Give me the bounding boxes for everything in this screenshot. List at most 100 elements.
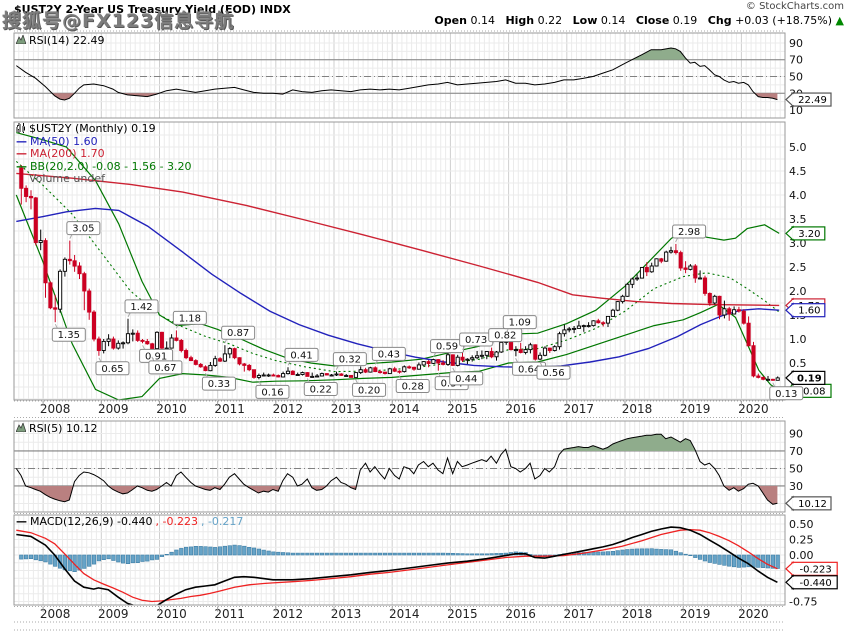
- x-axis-year-label: 2016: [505, 402, 536, 416]
- svg-text:0.5: 0.5: [789, 357, 807, 370]
- watermark: 搜狐号@FX123信息导航: [2, 10, 235, 32]
- x-axis-year-label: 2017: [564, 607, 595, 621]
- svg-text:30: 30: [789, 480, 803, 493]
- svg-text:50: 50: [789, 462, 803, 475]
- svg-text:0.25: 0.25: [789, 534, 814, 547]
- ma50-swatch-icon: —: [16, 134, 27, 148]
- x-axis-year-label: 2019: [680, 607, 711, 621]
- annotation-value: 1.42: [130, 302, 152, 313]
- svg-text:1.60: 1.60: [798, 306, 820, 317]
- main-legend: $UST2Y (Monthly) 0.19 — MA(50) 1.60 — MA…: [16, 122, 192, 186]
- svg-text:70: 70: [789, 445, 803, 458]
- annotation-value: 0.73: [465, 335, 487, 346]
- macd-label: MACD(12,26,9) -0.440: [30, 515, 153, 528]
- rsi14-plot: [14, 33, 785, 118]
- svg-text:-0.440: -0.440: [799, 578, 831, 589]
- macd-swatch-icon: —: [16, 515, 27, 529]
- svg-text:0.50: 0.50: [789, 518, 814, 531]
- x-axis-year-label: 2014: [389, 607, 420, 621]
- x-axis-year-label: 2012: [273, 607, 304, 621]
- annotation-value: 1.35: [58, 330, 80, 341]
- x-axis-year-label: 2015: [447, 607, 478, 621]
- axis-value-box: -0.223: [785, 560, 838, 577]
- ma50-label: MA(50) 1.60: [30, 134, 98, 148]
- annotation-value: 1.09: [509, 318, 531, 329]
- svg-text:0.19: 0.19: [797, 373, 822, 384]
- area-chart-icon: [16, 35, 26, 46]
- svg-text:0.00: 0.00: [789, 549, 814, 562]
- candles: [19, 165, 780, 381]
- svg-text:-0.223: -0.223: [799, 564, 831, 575]
- up-arrow-icon: ▲: [835, 14, 844, 27]
- rsi5-legend: RSI(5) 10.12: [16, 422, 97, 436]
- x-axis-year-label: 2012: [273, 402, 304, 416]
- x-axis-year-label: 2017: [564, 402, 595, 416]
- annotation-value: 0.41: [290, 350, 312, 361]
- annotation-value: 0.59: [436, 342, 458, 353]
- x-axis-year-label: 2009: [98, 607, 129, 621]
- high-label: High: [505, 14, 535, 27]
- bb-label: BB(20,2.0) -0.08 - 1.56 - 3.20: [30, 159, 192, 173]
- volume-bars-icon: [16, 124, 26, 184]
- axis-value-box: 22.49: [785, 91, 832, 108]
- open-label: Open: [434, 14, 467, 27]
- svg-text:3.20: 3.20: [798, 229, 820, 240]
- bb-swatch-icon: —: [16, 159, 27, 173]
- annotation-value: 0.43: [378, 349, 400, 360]
- x-axis-year-label: 2018: [622, 607, 653, 621]
- ma200-label: MA(200) 1.70: [30, 147, 105, 160]
- axis-value-box: 10.12: [785, 495, 832, 512]
- main-plot: [14, 122, 785, 400]
- area-chart-icon: [16, 423, 26, 434]
- rsi5-plot: [14, 421, 785, 512]
- volume-label: Volume undef: [29, 172, 105, 185]
- annotation-value: 3.05: [72, 224, 94, 235]
- x-axis-year-label: 2019: [680, 402, 711, 416]
- macd-signal-value: , -0.223: [155, 515, 198, 528]
- x-axis-year-label: 2010: [156, 607, 187, 621]
- ma200-swatch-icon: —: [16, 147, 27, 161]
- axes-and-labels: 2008 2008 2009 2009 2010 2010 2011 2011 2012 2012…: [13, 30, 838, 631]
- x-axis-year-label: 2015: [447, 402, 478, 416]
- x-axis-year-label: 2011: [214, 402, 245, 416]
- x-axis-year-label: 2011: [214, 607, 245, 621]
- annotation-value: 2.98: [678, 227, 700, 238]
- low-label: Low: [572, 14, 598, 27]
- close-value: 0.19: [672, 14, 698, 27]
- svg-text:10: 10: [789, 104, 803, 117]
- svg-text:90: 90: [789, 427, 803, 440]
- annotation-value: 0.16: [261, 387, 283, 398]
- svg-text:4.0: 4.0: [789, 189, 807, 202]
- annotation-value: 0.32: [339, 355, 361, 366]
- annotation-value: 0.20: [358, 385, 380, 396]
- rsi14-label: RSI(14) 22.49: [29, 34, 105, 47]
- svg-text:1.0: 1.0: [789, 333, 807, 346]
- svg-text:22.49: 22.49: [798, 95, 827, 106]
- svg-text:2.5: 2.5: [789, 261, 807, 274]
- svg-text:2.0: 2.0: [789, 285, 807, 298]
- x-axis-year-label: 2009: [98, 402, 129, 416]
- open-value: 0.14: [470, 14, 495, 27]
- svg-text:50: 50: [789, 71, 803, 84]
- ohlc-summary: Open 0.14 High 0.22 Low 0.14 Close 0.19 …: [427, 14, 844, 27]
- macd-hist-value: , -0.217: [200, 515, 244, 528]
- annotation-value: 0.67: [154, 363, 176, 374]
- chart-title: $UST2Y 2-Year US Treasury Yield (EOD) IN…: [14, 3, 291, 16]
- x-axis-year-label: 2013: [331, 607, 362, 621]
- annotation-value: 0.13: [775, 389, 797, 400]
- axis-value-box: 1.60: [785, 302, 826, 319]
- macd-plot: [14, 515, 785, 605]
- annotation-value: 1.18: [179, 313, 201, 324]
- symbol-label: $UST2Y (Monthly) 0.19: [29, 122, 156, 135]
- x-axis-year-label: 2013: [331, 402, 362, 416]
- svg-text:3.5: 3.5: [789, 213, 807, 226]
- chg-label: Chg: [707, 14, 732, 27]
- x-axis-year-label: 2008: [40, 402, 71, 416]
- x-axis-year-label: 2020: [738, 607, 769, 621]
- annotation-value: 0.87: [227, 328, 249, 339]
- close-label: Close: [635, 14, 670, 27]
- macd-legend: — MACD(12,26,9) -0.440 , -0.223 , -0.217: [16, 515, 244, 529]
- x-axis-year-label: 2010: [156, 402, 187, 416]
